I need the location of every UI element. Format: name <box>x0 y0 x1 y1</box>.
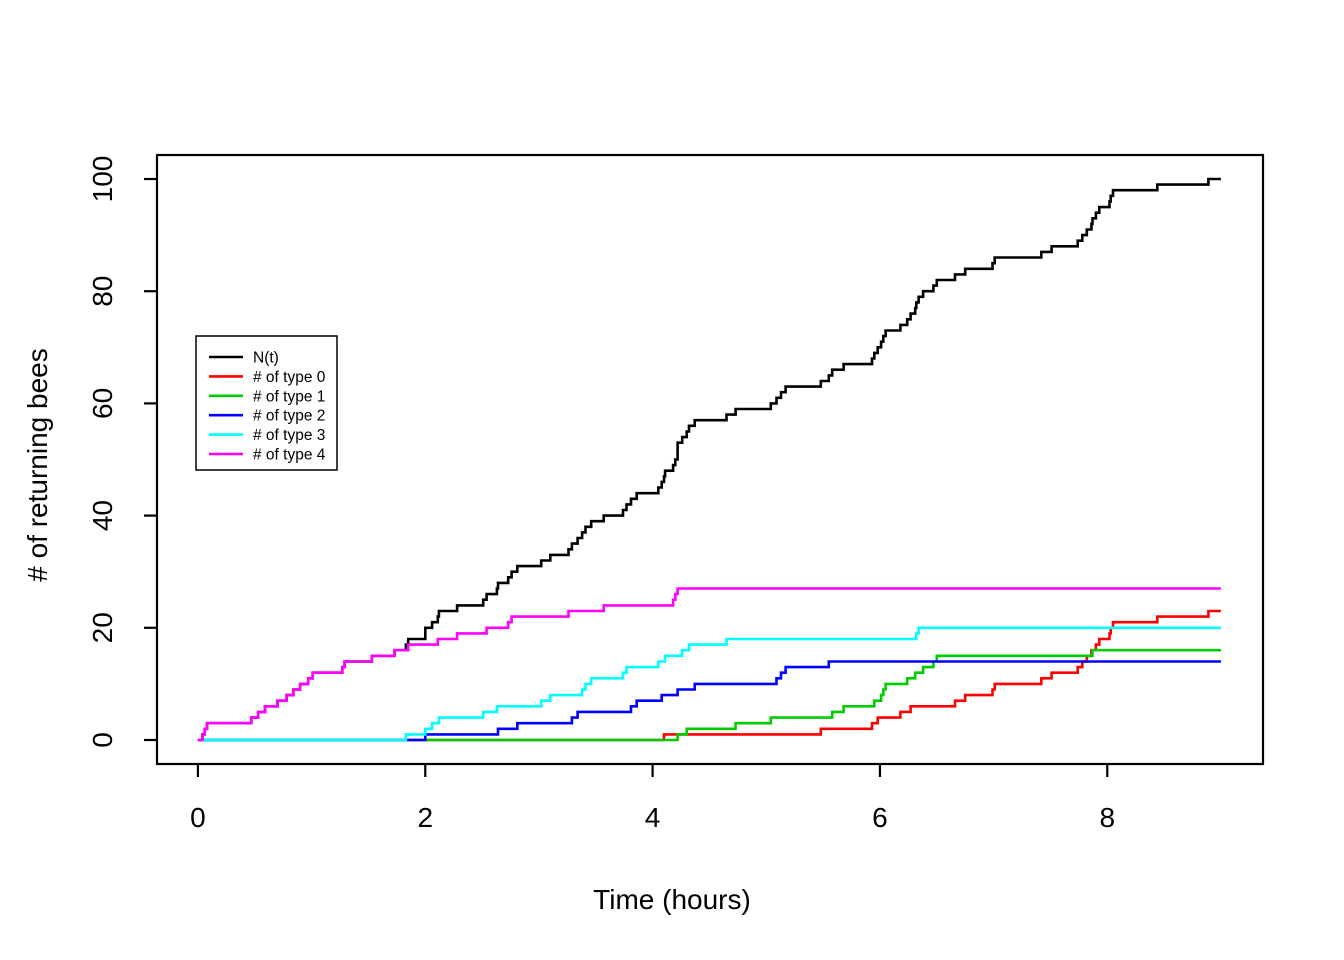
y-tick-label: 20 <box>87 612 118 643</box>
legend-label: N(t) <box>253 350 279 367</box>
x-tick-label: 6 <box>872 802 888 833</box>
plot-frame <box>155 153 1265 766</box>
series-curve--of-type-3 <box>197 626 1221 742</box>
y-tick-label: 80 <box>87 276 118 307</box>
x-tick-label: 2 <box>417 802 433 833</box>
y-tick-label: 40 <box>87 500 118 531</box>
legend-box <box>195 335 338 471</box>
x-tick-label: 4 <box>645 802 661 833</box>
x-tick-label: 8 <box>1099 802 1115 833</box>
x-tick-label: 0 <box>190 802 206 833</box>
x-axis-title: Time (hours) <box>593 884 751 915</box>
legend-label: # of type 3 <box>253 427 325 444</box>
series-curve--of-type-1 <box>197 648 1221 742</box>
y-tick-label: 100 <box>87 156 118 203</box>
series-curve--of-type-4 <box>197 587 1221 742</box>
legend-label: # of type 1 <box>253 388 325 405</box>
legend-label: # of type 2 <box>253 408 325 425</box>
y-tick-label: 60 <box>87 388 118 419</box>
y-axis-title: # of returning bees <box>22 348 53 582</box>
legend-label: # of type 0 <box>253 369 326 386</box>
y-tick-label: 0 <box>87 732 118 748</box>
series-curve--of-type-2 <box>197 660 1221 742</box>
series-curve--of-type-0 <box>197 609 1221 742</box>
legend-label: # of type 4 <box>253 447 326 464</box>
